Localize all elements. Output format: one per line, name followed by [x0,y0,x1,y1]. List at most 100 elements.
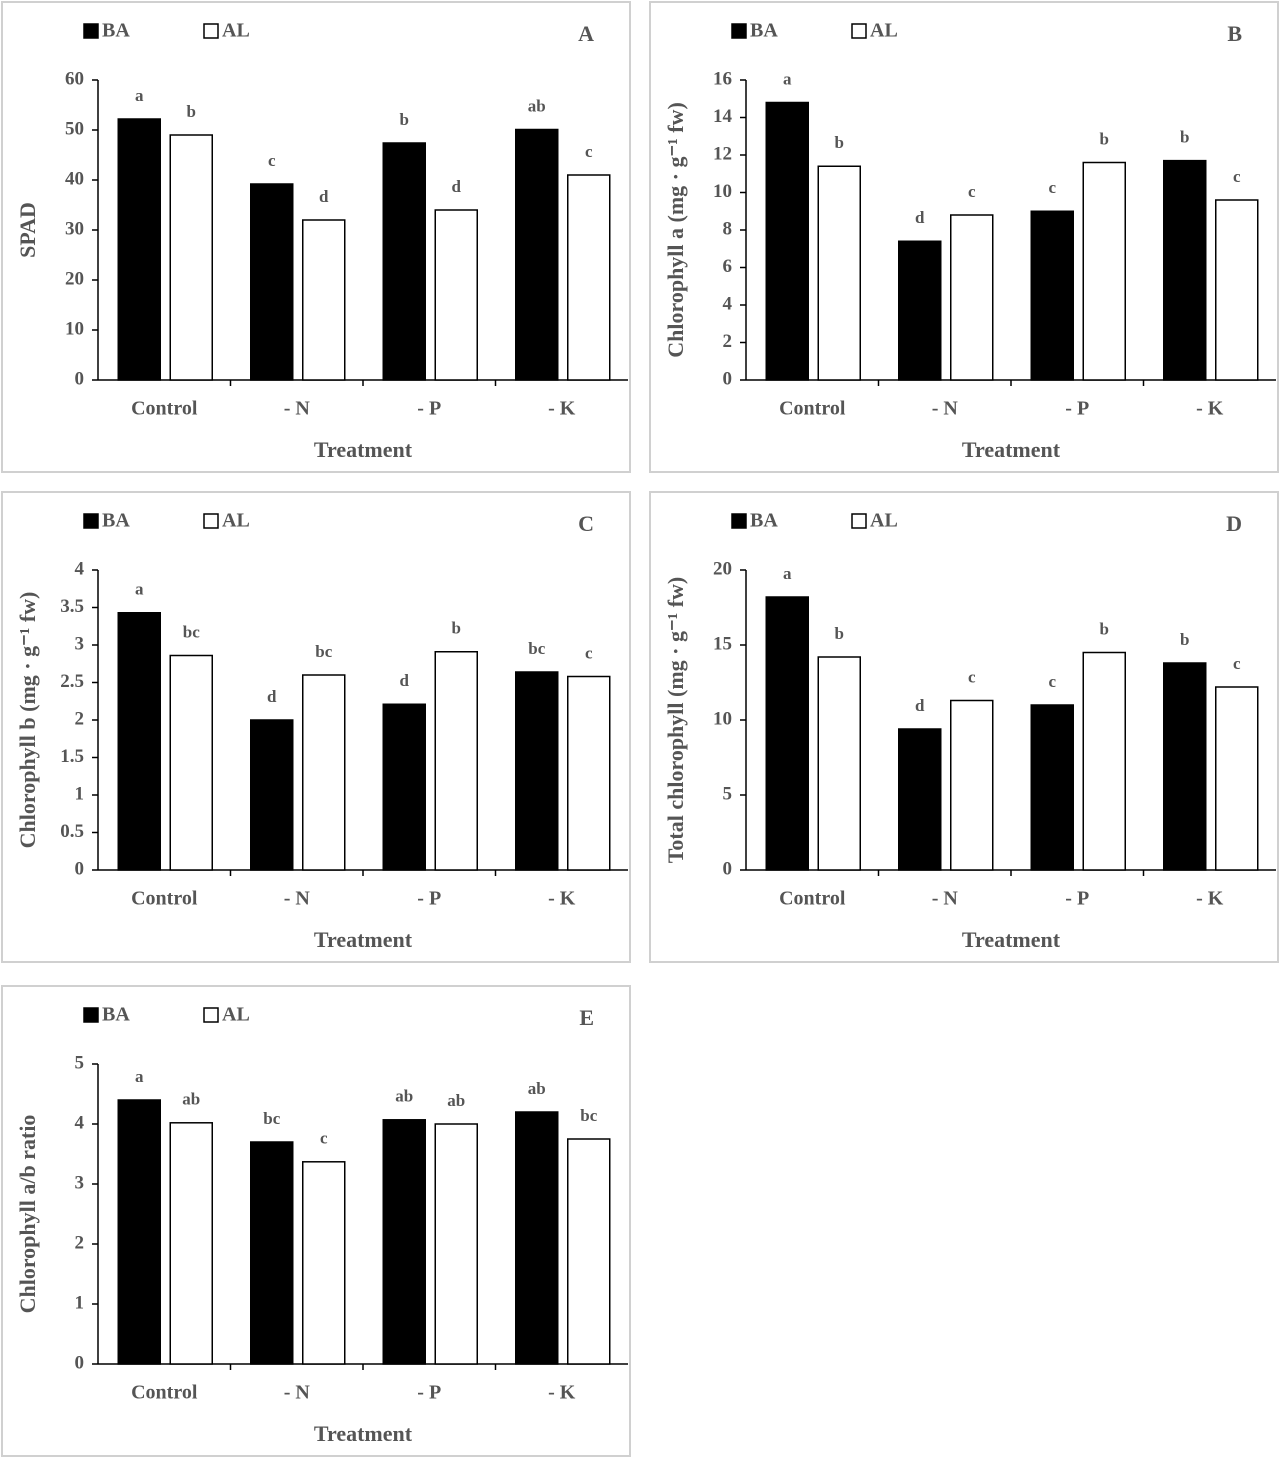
panel-frame [649,491,1279,963]
y-tick-label: 0 [75,858,85,879]
significance-letter: b [1100,129,1109,148]
x-tick-label: - K [548,398,576,420]
legend-label: AL [870,510,898,532]
y-tick-label: 10 [65,318,84,339]
significance-letter: d [915,696,925,715]
bar [117,1099,161,1365]
y-tick-label: 3.5 [60,596,84,617]
y-tick-label: 1.5 [60,746,84,767]
x-tick-label: Control [779,888,846,910]
panel-label: E [579,1005,594,1030]
bar [765,596,809,871]
significance-letter: a [135,86,144,105]
significance-letter: ab [447,1091,465,1110]
panel-frame [1,985,631,1457]
significance-letter: c [320,1129,328,1148]
significance-letter: c [1048,672,1056,691]
panel-frame [1,1,631,473]
significance-letter: a [783,564,792,583]
significance-letter: d [400,671,410,690]
panel-label: B [1227,21,1242,46]
panel-label: D [1226,511,1242,536]
significance-letter: c [585,643,593,662]
panel: C BA AL 0 0.5 1 1.5 2 2.5 3 3.5 4 Chlorophyll b (mg … [1,491,631,963]
y-tick-label: 10 [713,708,732,729]
y-tick-label: 2.5 [60,671,84,692]
x-axis-title: Treatment [314,437,413,462]
legend-swatch [203,513,219,529]
y-axis-title: SPAD [15,202,40,258]
legend-label: BA [102,510,130,532]
x-tick-label: - K [548,1382,576,1404]
y-tick-label: 50 [65,118,84,139]
significance-letter: a [783,69,792,88]
significance-letter: d [267,687,277,706]
y-tick-label: 20 [713,558,732,579]
y-tick-label: 6 [723,256,733,277]
significance-letter: b [400,110,409,129]
y-tick-label: 2 [723,331,733,352]
y-tick-label: 5 [75,1052,85,1073]
legend-label: AL [222,20,250,42]
bar [302,219,346,381]
x-tick-label: Control [779,398,846,420]
y-tick-label: 1 [75,783,85,804]
x-tick-label: - P [417,398,441,420]
significance-letter: bc [580,1106,597,1125]
x-tick-label: - P [1065,888,1089,910]
y-tick-label: 0 [75,368,85,389]
x-tick-label: - K [1196,888,1224,910]
significance-letter: ab [528,96,546,115]
x-tick-label: Control [131,398,198,420]
y-tick-label: 0 [723,368,733,389]
significance-letter: a [135,1067,144,1086]
x-tick-label: - N [932,888,959,910]
bar [434,1123,478,1365]
bar [817,165,861,381]
panel-label: C [578,511,594,536]
significance-letter: c [1048,178,1056,197]
y-tick-label: 10 [713,181,732,202]
significance-letter: b [452,619,461,638]
bar [1215,686,1259,871]
significance-letter: b [1180,128,1189,147]
legend-swatch [731,23,747,39]
significance-letter: ab [395,1087,413,1106]
bar [169,1122,213,1365]
significance-letter: bc [263,1109,280,1128]
significance-letter: b [1180,630,1189,649]
bar [1163,159,1207,381]
y-tick-label: 15 [713,633,732,654]
legend-swatch [83,1007,99,1023]
bar [434,651,478,871]
bar [382,142,426,381]
significance-letter: bc [183,622,200,641]
bar [117,612,161,871]
legend-swatch [203,23,219,39]
y-tick-label: 4 [75,1112,85,1133]
bar [382,1119,426,1365]
y-tick-label: 1 [75,1292,85,1313]
legend-swatch [83,23,99,39]
bar [515,671,559,871]
legend-label: BA [750,510,778,532]
bar [117,118,161,381]
bar [765,101,809,381]
legend-label: BA [102,20,130,42]
y-tick-label: 4 [75,558,85,579]
panel-label: A [578,21,594,46]
bar [250,183,294,381]
y-tick-label: 2 [75,708,85,729]
y-tick-label: 60 [65,68,84,89]
legend-swatch [83,513,99,529]
x-axis-title: Treatment [962,437,1061,462]
bar [302,1161,346,1365]
y-tick-label: 30 [65,218,84,239]
significance-letter: bc [315,642,332,661]
bar [515,1111,559,1365]
bar [250,719,294,871]
bar [515,128,559,381]
x-axis-title: Treatment [314,1421,413,1446]
x-tick-label: - N [284,888,311,910]
bar [1030,704,1074,871]
